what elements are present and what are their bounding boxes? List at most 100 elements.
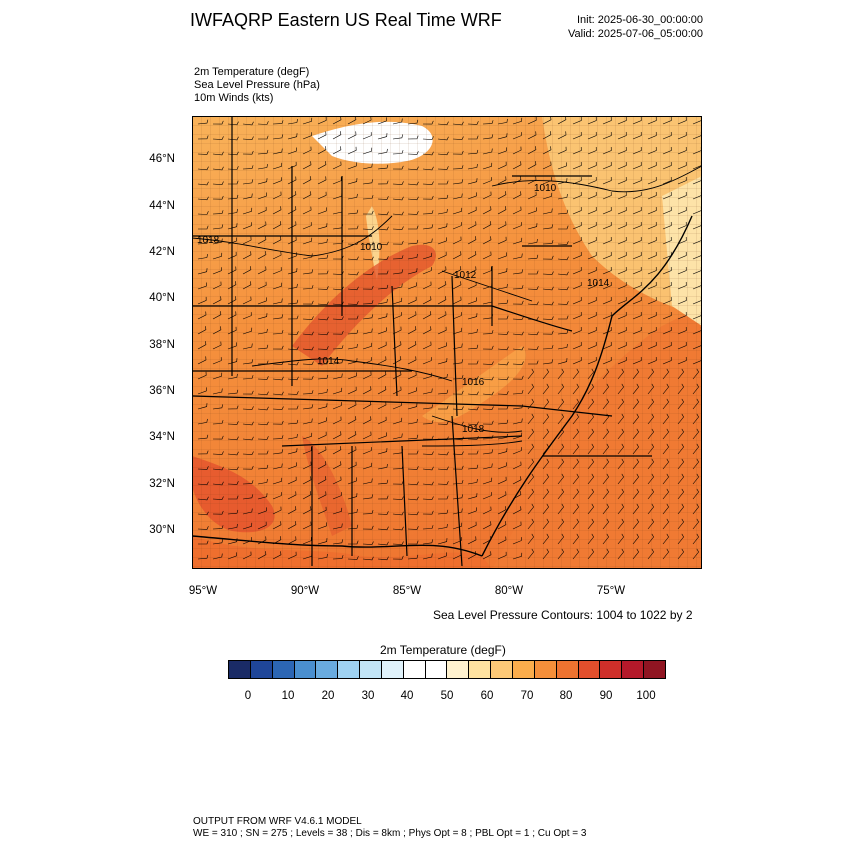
wind-barb <box>527 191 537 200</box>
wind-barb <box>662 251 672 260</box>
wind-barb <box>467 163 478 170</box>
wind-barb <box>197 511 209 516</box>
wind-barb <box>212 195 224 200</box>
wind-barb <box>392 341 402 350</box>
wind-barb <box>392 465 404 470</box>
wind-barb <box>512 390 524 395</box>
wind-barb <box>662 161 672 170</box>
map-title: IWFAQRP Eastern US Real Time WRF <box>190 10 502 30</box>
lon-label: 85°W <box>392 585 422 597</box>
wind-barb <box>287 506 297 515</box>
wind-barb <box>542 413 549 425</box>
wind-barb <box>467 192 477 200</box>
colorbar-label: 0 <box>244 690 252 702</box>
wind-barb <box>242 465 254 470</box>
wind-barb <box>347 461 357 470</box>
wind-barb <box>332 161 342 170</box>
wind-barb <box>647 176 657 185</box>
wind-barb <box>677 266 687 275</box>
wind-barb <box>242 522 253 530</box>
isobar-label: 1018 <box>462 424 485 435</box>
wind-barb <box>497 462 507 470</box>
colorbar-swatch <box>338 661 361 678</box>
wind-barb <box>272 162 283 170</box>
wind-barb <box>467 178 478 185</box>
wind-barb <box>572 281 582 290</box>
wind-barb <box>362 226 374 230</box>
wind-barb <box>527 286 539 290</box>
wind-barb <box>317 388 328 395</box>
wind-barb <box>572 341 582 350</box>
wind-barb <box>422 210 434 215</box>
wind-barb <box>347 193 358 200</box>
wind-barb <box>587 281 597 290</box>
wind-barb <box>392 283 403 290</box>
wind-barb <box>557 271 569 276</box>
wind-barb <box>482 298 493 305</box>
wind-barb <box>317 403 328 410</box>
wind-barb <box>602 266 612 275</box>
wind-barb <box>302 361 314 365</box>
wind-barb <box>437 281 447 290</box>
wind-barb <box>272 361 284 365</box>
wind-barb <box>392 181 404 185</box>
wind-barb <box>632 236 642 245</box>
wind-barb <box>512 552 523 560</box>
wind-barb <box>452 421 464 426</box>
wind-barb <box>287 191 297 200</box>
wind-barb <box>572 398 579 410</box>
wind-barb <box>347 116 357 125</box>
colorbar-swatch <box>250 661 273 678</box>
wind-barb <box>557 301 569 305</box>
wind-barb <box>347 209 359 215</box>
contour-note: Sea Level Pressure Contours: 1004 to 102… <box>433 608 693 622</box>
wind-barb <box>272 221 282 230</box>
wind-barb <box>272 406 284 410</box>
wind-barb <box>257 436 269 440</box>
wind-barb <box>527 503 534 515</box>
wind-barb <box>287 119 298 125</box>
wind-barb <box>497 299 509 305</box>
wind-barb <box>497 176 507 185</box>
wind-barb <box>317 161 327 170</box>
wind-barb <box>272 521 282 530</box>
wind-barb <box>422 420 434 425</box>
wind-barb <box>542 131 552 140</box>
wind-barb <box>557 329 569 335</box>
wind-barb <box>362 300 374 305</box>
colorbar-swatch <box>360 661 382 678</box>
wind-barb <box>302 117 313 125</box>
wind-barb <box>257 536 267 545</box>
wind-barb <box>662 341 672 350</box>
wind-barb <box>332 116 342 125</box>
wind-barb <box>377 180 389 185</box>
wind-barb <box>452 296 462 305</box>
wind-barb <box>572 116 582 125</box>
wind-barb <box>437 389 449 395</box>
wind-barb <box>197 387 207 395</box>
wind-barb <box>347 286 359 291</box>
wind-barb <box>632 488 639 500</box>
wind-barb <box>572 503 579 515</box>
wind-barb <box>512 146 522 155</box>
wind-barb <box>632 221 642 230</box>
wind-barb <box>377 401 387 410</box>
wind-barb <box>632 131 642 140</box>
wind-barb <box>407 466 419 470</box>
wind-barb <box>587 131 597 140</box>
wind-barb <box>362 525 374 530</box>
wind-barb <box>197 554 209 560</box>
wind-barb <box>482 267 492 275</box>
wind-barb <box>692 368 699 380</box>
wind-barb <box>572 161 582 170</box>
wind-barb <box>302 461 312 470</box>
wind-barb <box>542 177 552 185</box>
wind-barb <box>557 146 567 155</box>
wind-barb <box>377 495 389 500</box>
wind-barb <box>422 238 433 245</box>
wind-barb <box>197 254 208 260</box>
wind-barb <box>602 458 609 470</box>
wind-barb <box>662 206 672 215</box>
wind-barb <box>422 357 432 365</box>
wind-barb <box>242 165 254 170</box>
